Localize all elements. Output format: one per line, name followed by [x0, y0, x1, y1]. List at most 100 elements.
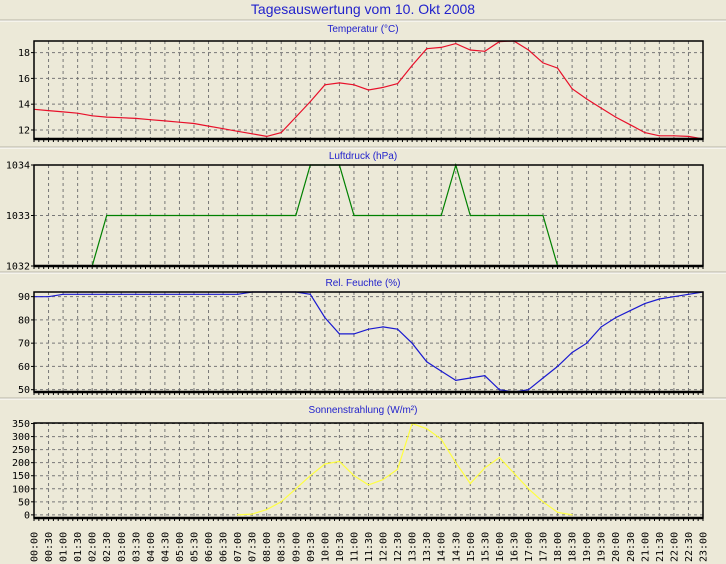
y-tick-label: 250 [12, 445, 30, 456]
data-point [440, 370, 442, 372]
data-point [498, 456, 500, 459]
x-tick-label: 18:00 [553, 532, 564, 562]
y-tick-label: 80 [18, 315, 30, 326]
data-point [556, 365, 559, 368]
data-point [426, 428, 428, 430]
data-point [367, 89, 370, 91]
data-point [237, 514, 239, 516]
x-tick-label: 12:30 [393, 532, 404, 562]
data-point [237, 293, 239, 295]
data-point [687, 293, 690, 295]
x-tick-label: 11:30 [364, 532, 375, 562]
data-point [280, 131, 282, 134]
data-point [542, 214, 544, 217]
data-point [47, 110, 50, 112]
x-tick-label: 12:00 [379, 532, 390, 562]
x-tick-label: 01:30 [73, 532, 84, 562]
data-point [164, 214, 166, 217]
data-point [237, 214, 239, 217]
x-tick-label: 02:00 [88, 532, 99, 562]
data-point [469, 377, 471, 379]
data-point [411, 342, 413, 344]
data-point [426, 361, 428, 363]
data-point [135, 214, 137, 217]
data-point [673, 135, 675, 137]
data-point [207, 125, 210, 127]
data-point [542, 377, 544, 379]
data-point [178, 121, 181, 123]
x-tick-label: 07:00 [233, 532, 244, 562]
data-point [77, 293, 79, 295]
data-point [222, 293, 224, 295]
data-point [426, 214, 428, 217]
x-tick-label: 09:30 [306, 532, 317, 562]
y-tick-label: 300 [12, 432, 30, 443]
y-tick-label: 150 [12, 471, 30, 482]
data-point [586, 342, 588, 344]
y-tick-label: 60 [18, 362, 30, 373]
data-point [106, 293, 108, 295]
data-point [382, 326, 384, 328]
x-tick-label: 17:00 [524, 532, 535, 562]
data-point [527, 389, 530, 391]
data-point [687, 135, 690, 138]
y-tick-label: 0 [24, 510, 30, 521]
x-tick-label: 18:30 [568, 532, 579, 562]
data-point [542, 62, 544, 64]
data-point [644, 131, 646, 134]
data-point [280, 501, 282, 503]
x-tick-label: 11:00 [349, 532, 360, 562]
data-point [571, 514, 573, 516]
x-tick-label: 22:00 [669, 532, 680, 562]
x-tick-label: 04:30 [160, 532, 171, 562]
data-point [251, 214, 253, 217]
data-point [367, 214, 370, 217]
data-point [367, 328, 370, 330]
data-point [266, 135, 268, 138]
x-tick-label: 08:00 [262, 532, 273, 562]
data-point [120, 293, 122, 295]
x-tick-label: 09:00 [291, 532, 302, 562]
data-point [106, 116, 108, 118]
data-point [586, 98, 588, 100]
x-tick-label: 20:00 [611, 532, 622, 562]
x-tick-label: 16:30 [509, 532, 520, 562]
data-point [396, 82, 399, 85]
y-tick-label: 14 [18, 100, 30, 111]
data-point [149, 214, 151, 217]
data-point [367, 484, 370, 486]
data-point [527, 488, 530, 490]
data-point [527, 49, 530, 51]
data-point [106, 214, 108, 217]
data-point [498, 214, 500, 217]
x-tick-label: 14:00 [437, 532, 448, 562]
data-point [353, 475, 355, 477]
x-tick-label: 16:00 [495, 532, 506, 562]
data-point [280, 214, 282, 217]
y-tick-label: 50 [18, 385, 30, 396]
y-tick-label: 16 [18, 74, 30, 85]
x-tick-label: 03:30 [131, 532, 142, 562]
x-tick-label: 08:30 [277, 532, 288, 562]
data-point [571, 351, 573, 354]
data-point [164, 293, 166, 295]
data-point [629, 310, 631, 312]
main-title: Tagesauswertung vom 10. Okt 2008 [251, 1, 475, 17]
data-point [222, 128, 224, 130]
data-point [266, 214, 268, 217]
x-tick-label: 07:30 [248, 532, 259, 562]
data-point [207, 214, 210, 217]
data-point [207, 293, 210, 295]
data-point [600, 107, 602, 109]
data-point [426, 48, 428, 50]
data-point [484, 214, 486, 217]
x-tick-label: 21:00 [640, 532, 651, 562]
x-tick-label: 14:30 [451, 532, 462, 562]
data-point [396, 468, 399, 470]
x-tick-label: 05:00 [175, 532, 186, 562]
data-point [542, 501, 544, 503]
data-point [62, 111, 64, 113]
data-point [571, 88, 573, 90]
data-point [309, 293, 311, 295]
data-point [193, 122, 195, 125]
